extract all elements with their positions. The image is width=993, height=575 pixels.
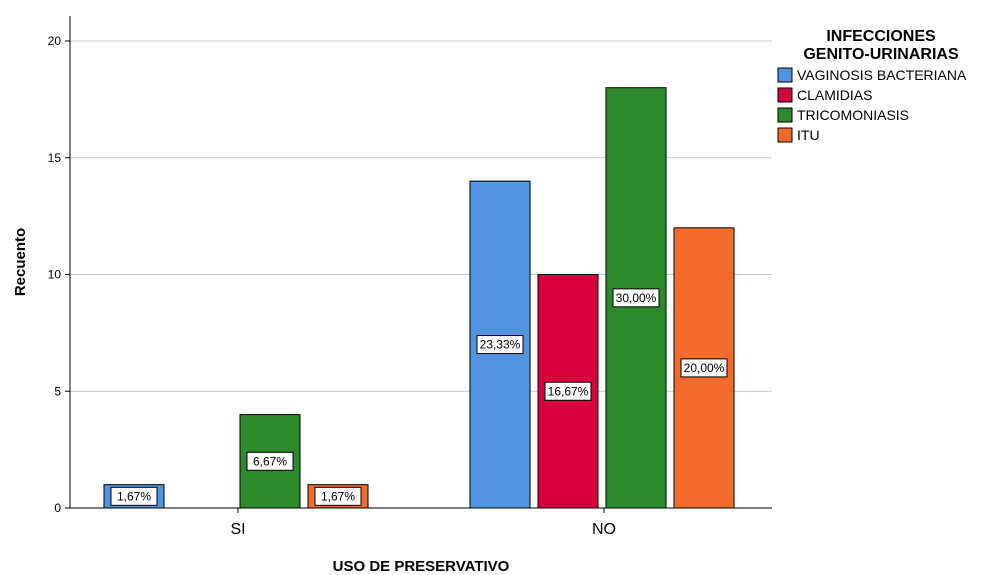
data-label: 20,00%: [684, 361, 725, 375]
legend-title-line-2: GENITO-URINARIAS: [803, 46, 959, 63]
data-label-box: [476, 335, 524, 355]
data-label-box: [246, 451, 294, 471]
data-label-box: [314, 486, 362, 506]
x-category-label: NO: [592, 521, 616, 538]
data-label-box: [544, 381, 592, 401]
legend-label: VAGINOSIS BACTERIANA: [797, 67, 967, 83]
data-label-box: [110, 486, 158, 506]
y-tick-label: 5: [54, 384, 61, 398]
legend-swatch: [777, 67, 793, 83]
data-label: 1,67%: [321, 489, 355, 503]
axes: 0 5 10 15 20 SI NO: [48, 16, 772, 538]
x-category-label: SI: [230, 521, 245, 538]
legend-swatch: [777, 107, 793, 123]
grid-lines: [70, 40, 772, 392]
y-tick-label: 10: [48, 268, 62, 282]
legend: INFECCIONES GENITO-URINARIAS VAGINOSIS B…: [777, 28, 967, 143]
data-label-box: [612, 288, 660, 308]
legend-items: VAGINOSIS BACTERIANA CLAMIDIAS TRICOMONIAS…: [777, 67, 967, 143]
legend-swatch: [777, 87, 793, 103]
x-axis-title: USO DE PRESERVATIVO: [333, 558, 510, 575]
legend-label: CLAMIDIAS: [797, 87, 872, 103]
legend-label: TRICOMONIASIS: [797, 107, 909, 123]
data-label: 1,67%: [117, 489, 151, 503]
y-axis-title: Recuento: [12, 228, 29, 296]
legend-title-line-1: INFECCIONES: [826, 28, 936, 45]
legend-swatch: [777, 127, 793, 143]
data-label: 30,00%: [616, 291, 657, 305]
y-tick-label: 20: [48, 34, 62, 48]
data-label-box: [680, 358, 728, 378]
data-label: 16,67%: [548, 384, 589, 398]
y-tick-label: 0: [54, 501, 61, 515]
legend-label: ITU: [797, 127, 820, 143]
data-label: 23,33%: [480, 338, 521, 352]
y-tick-label: 15: [48, 151, 62, 165]
data-label: 6,67%: [253, 454, 287, 468]
data-labels: 1,67% 6,67% 1,67% 23,33% 16,67% 30,00% 20,00%: [110, 288, 728, 506]
